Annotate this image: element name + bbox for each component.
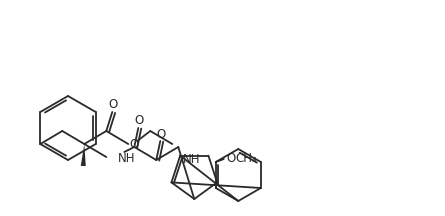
Text: O: O [109,98,118,111]
Text: O: O [226,152,235,165]
Text: NH: NH [118,152,136,165]
Text: O: O [135,114,144,127]
Text: NH: NH [183,153,200,166]
Polygon shape [81,144,86,166]
Text: O: O [129,138,139,151]
Text: O: O [157,127,166,140]
Text: CH₃: CH₃ [235,152,257,165]
